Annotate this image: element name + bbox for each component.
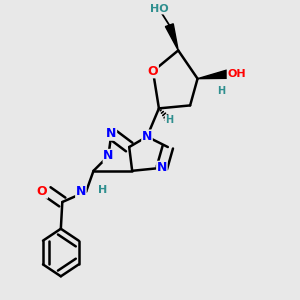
Polygon shape [198,70,228,79]
Text: O: O [148,65,158,78]
Text: H: H [98,185,107,195]
Polygon shape [165,24,178,50]
Text: H: H [217,85,225,96]
Text: N: N [106,127,116,140]
Text: N: N [142,130,152,143]
Text: N: N [76,185,86,198]
Text: OH: OH [227,69,246,79]
Text: N: N [103,149,114,162]
Text: O: O [37,185,47,198]
Text: H: H [165,115,173,125]
Text: N: N [157,161,167,174]
Text: HO: HO [150,4,168,14]
